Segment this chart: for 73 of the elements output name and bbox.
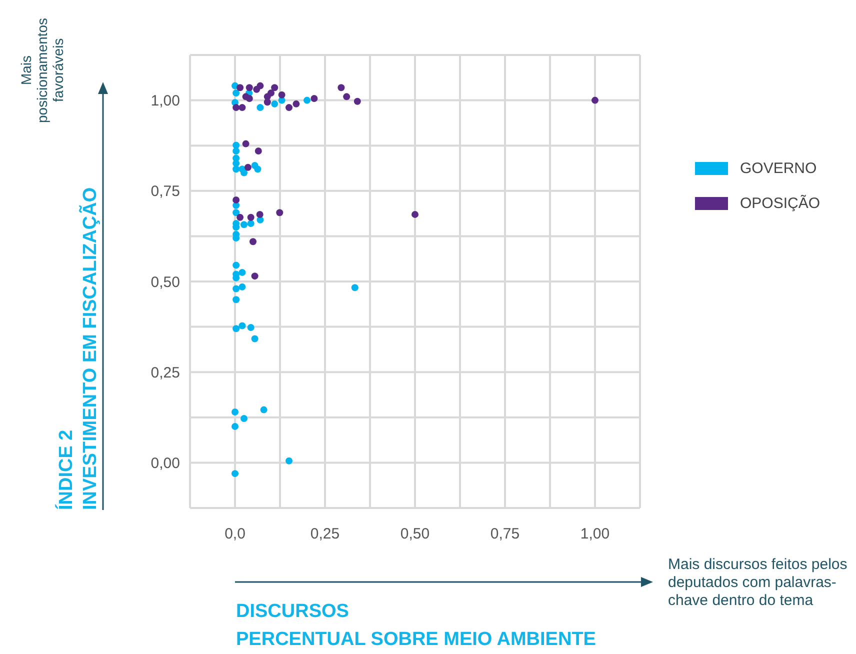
point — [351, 284, 358, 292]
point — [242, 140, 250, 148]
point — [246, 94, 253, 102]
y-axis-title: ÍNDICE 2 INVESTIMENTO EM FISCALIZAÇÃO — [55, 186, 102, 510]
point — [338, 84, 345, 92]
point — [253, 86, 260, 93]
point — [240, 221, 248, 228]
x-tick-label: 0,75 — [490, 526, 520, 543]
point — [592, 96, 598, 104]
point — [232, 160, 240, 167]
x-tick-label: 0,0 — [224, 526, 246, 543]
y-tick-label: 1,00 — [150, 92, 180, 110]
text: Mais discursos feitos pelos deputados com palavras-chave dentro do tema — [668, 556, 848, 610]
point — [232, 296, 240, 304]
point — [232, 325, 240, 332]
point — [244, 164, 252, 171]
x-tick-label: 0,50 — [400, 526, 430, 543]
x-tick-label: 0,25 — [310, 526, 340, 543]
point — [251, 335, 258, 342]
point — [247, 220, 254, 228]
point — [250, 238, 256, 246]
y-tick-label: 0,25 — [150, 364, 180, 382]
point — [276, 209, 284, 216]
point — [247, 324, 254, 332]
point — [268, 90, 274, 97]
point — [232, 142, 240, 149]
point — [260, 406, 268, 414]
point — [271, 100, 278, 108]
legend-label: GOVERNO — [739, 160, 818, 177]
point — [236, 214, 244, 221]
point — [232, 285, 240, 292]
point — [256, 210, 264, 218]
point — [238, 104, 246, 112]
point — [286, 457, 292, 464]
point — [412, 210, 418, 218]
point — [232, 209, 240, 216]
point — [232, 90, 240, 97]
point — [238, 268, 246, 276]
point — [232, 166, 240, 173]
y-tick-label: 0,50 — [150, 274, 180, 291]
point — [310, 94, 318, 102]
y-tick-label: 0,75 — [150, 183, 180, 200]
y-tick-label: 0,00 — [150, 455, 180, 472]
point — [256, 104, 264, 112]
point — [238, 283, 246, 290]
point — [232, 196, 240, 204]
point — [232, 262, 240, 269]
point — [304, 96, 310, 104]
point — [247, 214, 254, 221]
point — [286, 104, 292, 112]
point — [240, 169, 248, 176]
point — [238, 322, 246, 330]
point — [354, 98, 361, 105]
point — [232, 408, 238, 416]
point — [240, 414, 248, 422]
point — [292, 100, 300, 108]
point — [246, 84, 253, 92]
point — [271, 84, 278, 92]
point — [236, 84, 244, 92]
text: Mais posicionamentos favoráveis — [18, 16, 66, 126]
point — [232, 104, 240, 112]
point — [232, 148, 240, 155]
legend-label: OPOSIÇÃO — [739, 195, 822, 212]
x-tick-label: 1,00 — [580, 526, 610, 543]
point — [254, 148, 262, 155]
point — [264, 98, 271, 106]
x-axis-title: DISCURSOS PERCENTUAL SOBRE MEIO AMBIENTE — [236, 600, 596, 652]
point — [343, 93, 350, 100]
point — [232, 422, 238, 430]
point — [254, 166, 262, 173]
point — [251, 272, 258, 280]
point — [278, 91, 286, 98]
point — [232, 470, 238, 478]
